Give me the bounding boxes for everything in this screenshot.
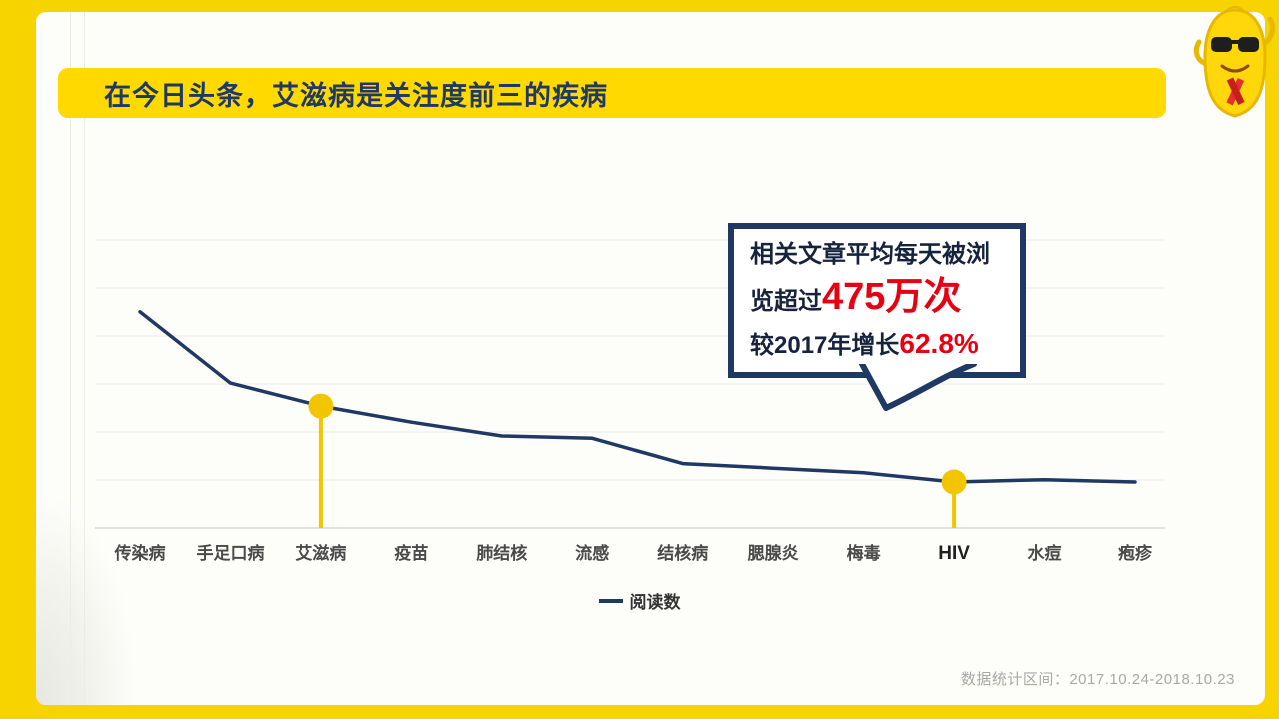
callout-line-2: 览超过475万次 (750, 273, 1004, 326)
x-axis-label: 流感 (575, 543, 609, 563)
views-count-highlight: 475万次 (822, 276, 962, 318)
callout-line-3: 较2017年增长62.8% (750, 326, 1004, 364)
highlight-marker (308, 393, 334, 419)
callout-tail (859, 364, 977, 411)
callout-line-2-prefix: 览超过 (750, 288, 822, 315)
page-edge-line (70, 12, 71, 705)
x-axis-label: 水痘 (1028, 543, 1062, 563)
highlight-marker (941, 469, 967, 495)
slide-paper (36, 12, 1265, 705)
x-axis-label: 疫苗 (394, 543, 428, 563)
x-axis-label: HIV (938, 543, 970, 564)
x-axis-label: 腮腺炎 (748, 543, 799, 563)
page-edge-line (84, 12, 85, 705)
growth-percent-highlight: 62.8% (899, 328, 979, 359)
legend-label: 阅读数 (629, 593, 681, 612)
x-axis-label: 结核病 (657, 543, 708, 563)
data-range-note: 数据统计区间：2017.10.24-2018.10.23 (960, 671, 1235, 688)
page-title: 在今日头条，艾滋病是关注度前三的疾病 (104, 80, 608, 111)
reading-series-line (138, 310, 1137, 484)
callout-line-3-prefix: 较2017年增长 (750, 332, 900, 359)
x-axis-label: 艾滋病 (295, 543, 346, 563)
x-axis-label: 肺结核 (476, 543, 527, 563)
condom-ribbon-mascot-icon (1193, 5, 1275, 118)
page-curl-decoration (36, 495, 136, 705)
x-axis-label: 梅毒 (847, 543, 881, 563)
legend-line-swatch (598, 598, 623, 603)
x-axis-label: 传染病 (114, 543, 166, 563)
title-banner: 在今日头条，艾滋病是关注度前三的疾病 (58, 68, 1166, 118)
legend: 阅读数 (0, 588, 1279, 613)
stat-callout: 相关文章平均每天被浏 览超过475万次 较2017年增长62.8% (728, 223, 1026, 378)
x-axis-label: 手足口病 (196, 543, 264, 563)
callout-line-1: 相关文章平均每天被浏 (750, 241, 990, 268)
x-axis-label: 疱疹 (1118, 543, 1153, 563)
